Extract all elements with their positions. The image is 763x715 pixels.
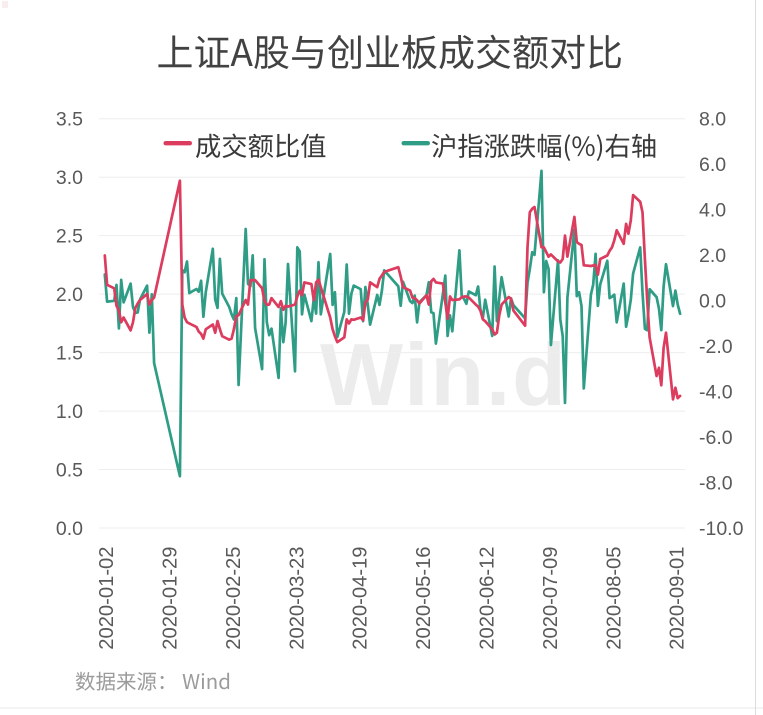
svg-text:3.5: 3.5	[56, 109, 83, 131]
svg-text:2020-03-23: 2020-03-23	[286, 547, 308, 650]
svg-text:2020-07-09: 2020-07-09	[540, 547, 562, 650]
svg-text:2.0: 2.0	[699, 245, 726, 267]
svg-text:0.0: 0.0	[56, 518, 83, 540]
svg-text:2020-09-01: 2020-09-01	[667, 547, 689, 650]
svg-text:-6.0: -6.0	[699, 427, 733, 449]
svg-text:2.0: 2.0	[56, 284, 83, 306]
svg-text:2020-01-02: 2020-01-02	[96, 547, 118, 650]
svg-text:0.0: 0.0	[699, 290, 726, 312]
svg-text:-10.0: -10.0	[699, 518, 744, 540]
svg-text:Win.d: Win.d	[320, 325, 568, 424]
svg-text:1.0: 1.0	[56, 401, 83, 423]
svg-text:2020-08-05: 2020-08-05	[603, 547, 625, 650]
svg-text:-2.0: -2.0	[699, 336, 733, 358]
svg-text:4.0: 4.0	[699, 200, 726, 222]
svg-text:8.0: 8.0	[699, 109, 726, 131]
svg-text:6.0: 6.0	[699, 154, 726, 176]
svg-text:0.5: 0.5	[56, 459, 83, 481]
svg-text:-8.0: -8.0	[699, 472, 733, 494]
svg-text:2020-02-25: 2020-02-25	[223, 547, 245, 650]
svg-text:2020-04-19: 2020-04-19	[350, 547, 372, 650]
svg-text:1.5: 1.5	[56, 342, 83, 364]
svg-text:2020-06-12: 2020-06-12	[477, 547, 499, 650]
svg-text:3.0: 3.0	[56, 167, 83, 189]
svg-text:-4.0: -4.0	[699, 381, 733, 403]
svg-text:2020-01-29: 2020-01-29	[160, 547, 182, 650]
svg-text:2.5: 2.5	[56, 226, 83, 248]
svg-text:2020-05-16: 2020-05-16	[413, 547, 435, 650]
